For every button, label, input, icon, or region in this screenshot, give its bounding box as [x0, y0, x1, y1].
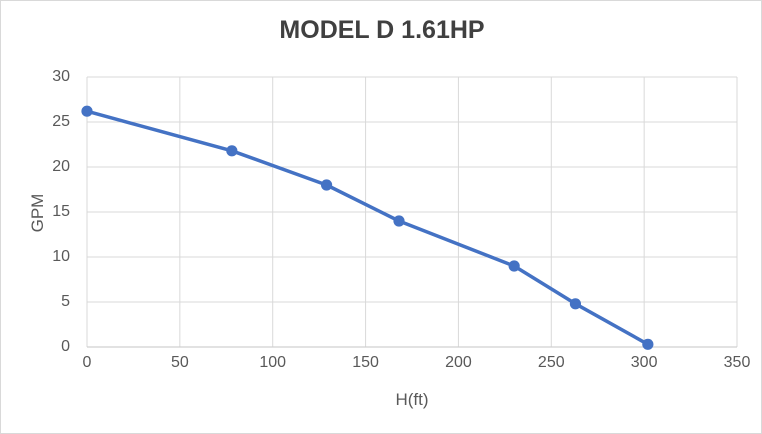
data-point-marker: [642, 338, 654, 350]
data-point-marker: [226, 145, 238, 157]
data-series-line: [85, 109, 650, 347]
x-tick-label: 300: [630, 354, 658, 371]
data-point-marker: [81, 105, 93, 117]
y-axis-title: GPM: [28, 193, 47, 233]
data-point-marker: [508, 260, 520, 272]
x-tick-label: 50: [170, 354, 189, 371]
x-tick-label: 0: [82, 354, 92, 371]
x-tick-label: 100: [259, 354, 287, 371]
data-point-marker: [320, 179, 333, 191]
y-tick-label: 20: [52, 158, 70, 175]
data-point-marker: [569, 298, 582, 310]
y-tick-label: 10: [52, 248, 70, 265]
x-tick-label: 150: [352, 354, 379, 371]
x-axis-title: H(ft): [395, 390, 429, 409]
x-tick-label: 200: [445, 354, 472, 371]
y-tick-label: 30: [52, 68, 70, 85]
y-tick-label: 0: [61, 338, 70, 355]
chart-title: MODEL D 1.61HP: [279, 16, 485, 44]
x-tick-label: 350: [723, 354, 751, 371]
y-tick-label: 25: [52, 113, 70, 130]
data-point-marker: [393, 215, 405, 227]
x-tick-label: 250: [537, 354, 565, 371]
y-tick-label: 5: [61, 293, 70, 310]
y-tick-label: 15: [52, 203, 70, 220]
